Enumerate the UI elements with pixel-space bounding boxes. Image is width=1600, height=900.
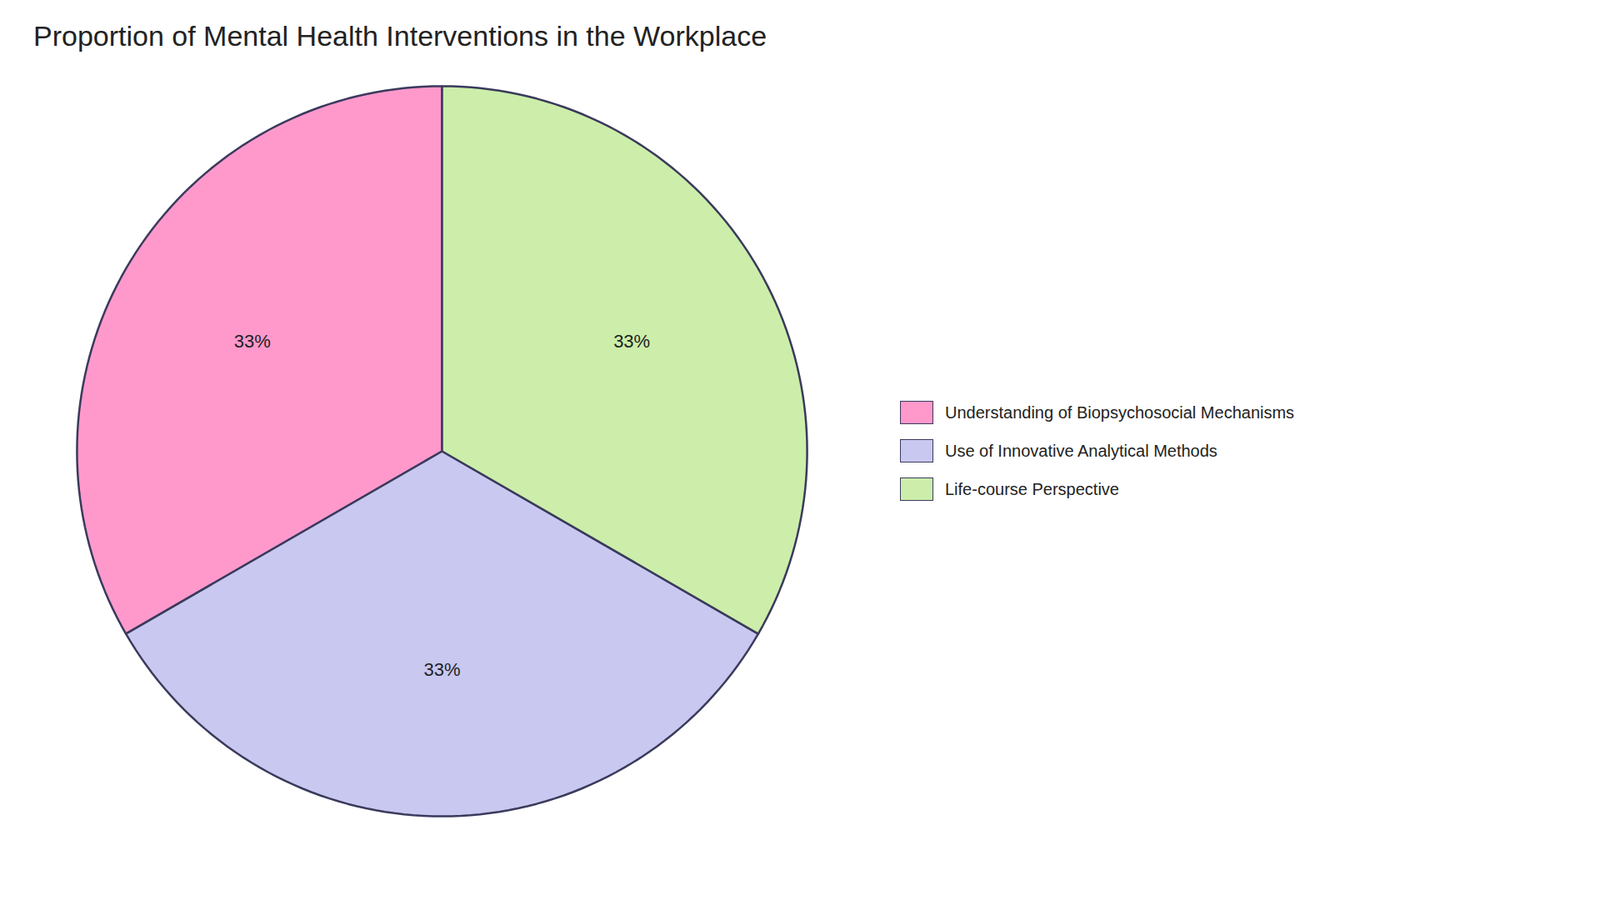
html-text:Life-course Perspective: Life-course Perspective xyxy=(945,479,1120,498)
svg-text:33%: 33% xyxy=(234,330,271,352)
html-text:Understanding of Biopsychosoci: Understanding of Biopsychosocial Mechani… xyxy=(945,402,1295,422)
svg-text:33%: 33% xyxy=(423,659,460,680)
svg-text:33%: 33% xyxy=(613,330,650,352)
html-text:Proportion of Mental Health In: Proportion of Mental Health Intervention… xyxy=(33,20,767,52)
html-text:Use of Innovative Analytical M: Use of Innovative Analytical Methods xyxy=(945,441,1218,460)
